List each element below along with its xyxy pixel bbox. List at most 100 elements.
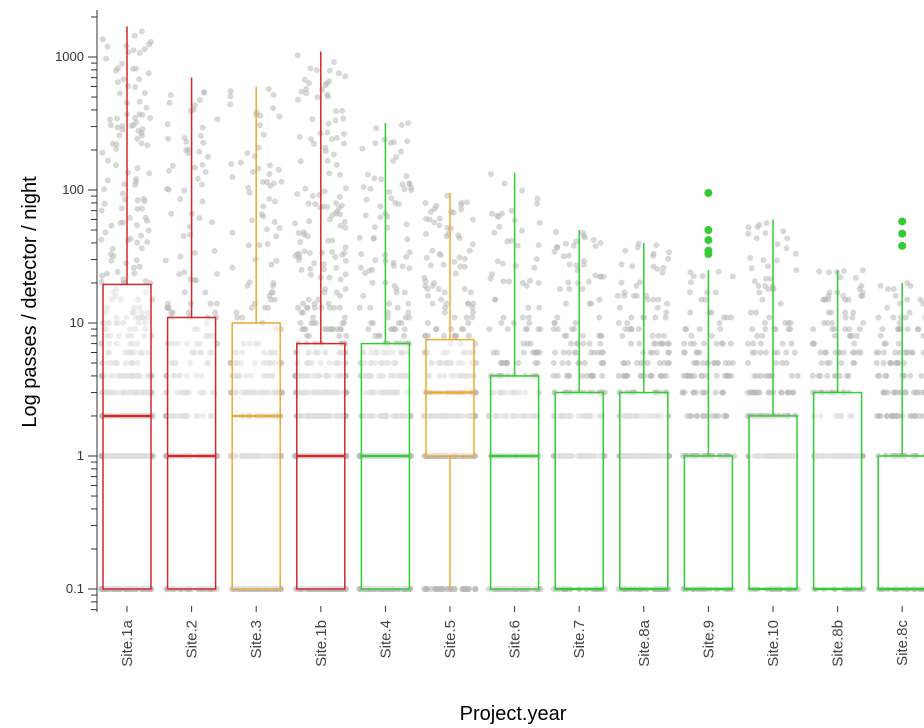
jitter-point (622, 247, 629, 254)
boxes-layer (102, 26, 924, 591)
jitter-point (554, 314, 561, 321)
jitter-point (342, 257, 349, 264)
jitter-point (534, 195, 541, 202)
jitter-point (136, 76, 143, 83)
jitter-point (314, 94, 321, 101)
jitter-point (187, 300, 194, 307)
jitter-point (489, 271, 495, 278)
jitter-point (311, 140, 317, 147)
x-tick-label: Site.1a (119, 619, 136, 666)
jitter-point (534, 200, 540, 207)
jitter-point (403, 221, 410, 228)
jitter-point (791, 349, 798, 356)
jitter-point (519, 280, 526, 286)
jitter-point (340, 115, 347, 122)
jitter-point (756, 389, 763, 396)
jitter-point (164, 185, 170, 192)
jitter-point (147, 39, 154, 45)
jitter-point (143, 104, 150, 111)
jitter-point (399, 263, 406, 270)
jitter-point (634, 360, 640, 366)
jitter-point (117, 219, 124, 226)
jitter-point (896, 320, 903, 326)
box-iqr (619, 391, 669, 590)
jitter-point (336, 193, 343, 200)
jitter-point (785, 326, 792, 333)
jitter-point (600, 360, 607, 366)
jitter-point (296, 133, 303, 140)
jitter-point (783, 360, 790, 366)
jitter-point (114, 268, 121, 275)
jitter-point (422, 332, 429, 339)
jitter-point (588, 300, 595, 307)
outlier-point (704, 226, 713, 235)
jitter-point (779, 360, 785, 366)
outlier-point (898, 229, 907, 238)
jitter-point (581, 360, 588, 366)
jitter-point (265, 86, 272, 92)
jitter-point (164, 300, 171, 307)
jitter-point (123, 260, 129, 267)
jitter-point (162, 257, 169, 264)
jitter-point (408, 184, 415, 191)
jitter-point (300, 326, 307, 333)
jitter-point (199, 124, 206, 131)
jitter-point (883, 413, 890, 419)
jitter-point (637, 279, 644, 286)
jitter-point (191, 164, 198, 171)
jitter-point (902, 314, 909, 321)
jitter-point (744, 360, 751, 366)
jitter-point (384, 314, 391, 321)
jitter-point (321, 188, 328, 195)
jitter-point (341, 314, 348, 321)
jitter-point (575, 280, 582, 286)
jitter-point (363, 196, 370, 203)
jitter-point (691, 372, 698, 379)
jitter-point (837, 274, 844, 281)
jitter-point (783, 349, 790, 356)
jitter-point (750, 340, 757, 347)
jitter-point (306, 80, 312, 86)
jitter-point (404, 236, 411, 243)
jitter-point (681, 389, 688, 396)
jitter-point (402, 314, 409, 321)
jitter-point (501, 180, 508, 187)
jitter-point (699, 372, 705, 379)
jitter-point (621, 289, 628, 296)
jitter-point (596, 314, 603, 321)
jitter-point (185, 150, 192, 157)
jitter-point (660, 332, 667, 339)
jitter-point (319, 86, 326, 93)
jitter-point (699, 360, 706, 366)
jitter-point (720, 314, 727, 321)
jitter-point (842, 309, 849, 316)
jitter-point (266, 171, 273, 178)
jitter-point (300, 300, 307, 307)
x-axis-title: Project.year (460, 703, 567, 725)
jitter-point (880, 349, 887, 356)
jitter-point (214, 271, 220, 277)
jitter-point (457, 263, 464, 270)
jitter-point (196, 97, 203, 103)
jitter-point (427, 262, 434, 269)
jitter-point (356, 234, 363, 241)
box-Site.8a (619, 242, 669, 591)
box-Site.8c (877, 217, 924, 591)
jitter-point (426, 216, 433, 223)
jitter-point (255, 144, 262, 151)
jitter-point (270, 280, 277, 286)
jitter-point (199, 198, 206, 205)
box-Site.8b (812, 270, 863, 591)
jitter-point (494, 212, 500, 219)
jitter-point (590, 236, 597, 243)
jitter-point (470, 216, 476, 223)
jitter-point (494, 258, 501, 265)
jitter-point (883, 372, 890, 379)
jitter-point (343, 332, 350, 339)
jitter-point (751, 389, 758, 396)
jitter-point (849, 349, 856, 356)
jitter-point (329, 248, 336, 255)
jitter-point (278, 178, 285, 185)
jitter-point (211, 248, 218, 254)
jitter-point (337, 292, 343, 299)
